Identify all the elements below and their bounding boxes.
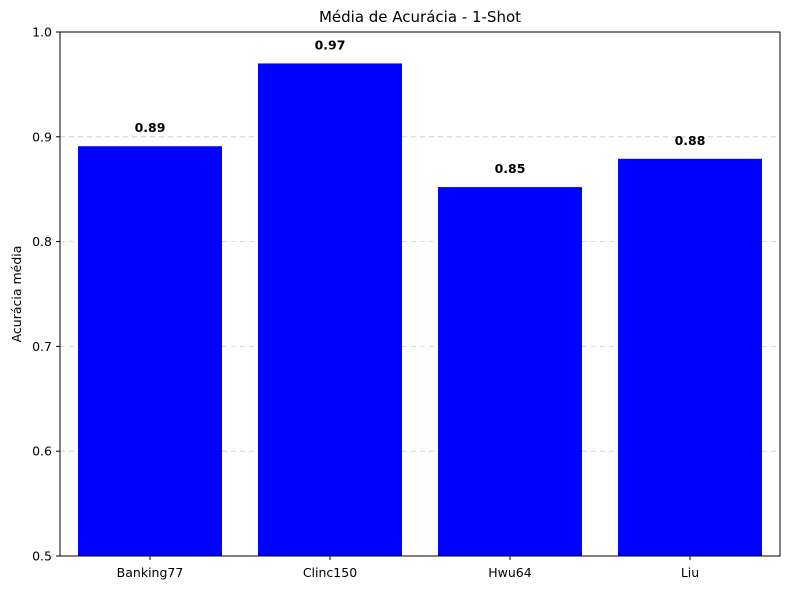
- bar-liu: [618, 158, 762, 557]
- x-axis-ticks: Banking77 Clinc150 Hwu64 Liu: [117, 556, 699, 580]
- plot-frame: [59, 31, 781, 557]
- bars: [78, 63, 762, 557]
- x-tick-label-clinc150: Clinc150: [303, 565, 357, 580]
- data-label-liu: 0.88: [675, 133, 706, 148]
- x-tick-label-hwu64: Hwu64: [488, 565, 531, 580]
- y-axis-label: Acurácia média: [9, 246, 24, 343]
- y-tick-label: 0.7: [32, 339, 52, 354]
- y-tick-label: 0.9: [32, 129, 52, 144]
- x-tick-label-banking77: Banking77: [117, 565, 184, 580]
- y-tick-label: 0.6: [32, 444, 52, 459]
- data-labels: 0.89 0.97 0.85 0.88: [135, 37, 706, 176]
- y-tick-label: 0.8: [32, 234, 52, 249]
- y-axis-ticks: 0.5 0.6 0.7 0.8 0.9 1.0: [32, 25, 60, 564]
- x-tick-label-liu: Liu: [681, 565, 699, 580]
- data-label-clinc150: 0.97: [315, 37, 346, 52]
- data-label-banking77: 0.89: [135, 120, 166, 135]
- bar-banking77: [78, 146, 222, 556]
- y-tick-label: 0.5: [32, 549, 52, 564]
- chart-title: Média de Acurácia - 1-Shot: [319, 8, 521, 26]
- bar-hwu64: [438, 187, 582, 556]
- y-tick-label: 1.0: [32, 25, 52, 40]
- data-label-hwu64: 0.85: [495, 161, 526, 176]
- bar-clinc150: [258, 63, 402, 556]
